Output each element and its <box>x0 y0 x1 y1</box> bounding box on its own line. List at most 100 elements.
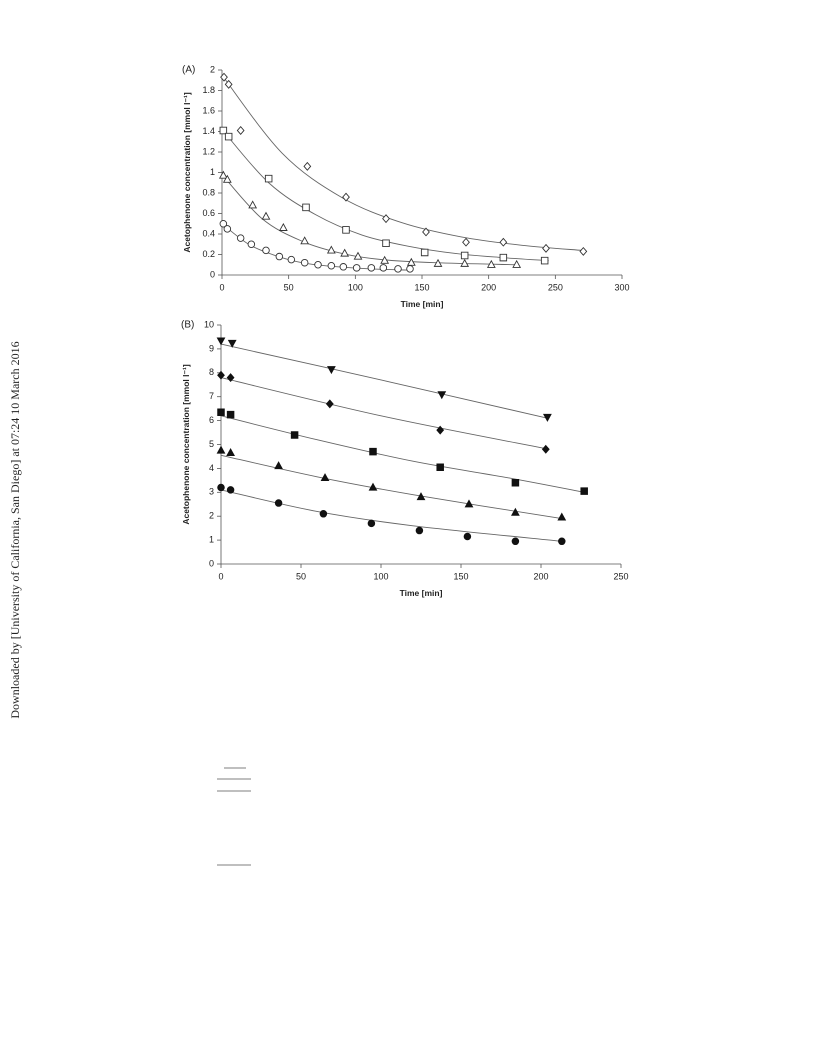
marker-triangle-up <box>406 257 416 266</box>
x-tick-label: 250 <box>548 282 563 292</box>
marker-triangle-up <box>353 251 363 260</box>
marker-triangle-up <box>557 512 567 521</box>
marker-circle <box>275 252 284 261</box>
marker-triangle-up <box>368 482 378 491</box>
fit-curve <box>220 343 548 419</box>
y-tick-label: 0.4 <box>202 228 215 238</box>
x-tick-label: 100 <box>373 571 388 581</box>
marker-circle <box>463 532 472 541</box>
download-watermark: Downloaded by [University of California,… <box>8 341 22 718</box>
marker-circle <box>226 486 235 494</box>
y-tick-label: 4 <box>209 463 214 473</box>
marker-circle <box>367 519 376 528</box>
marker-diamond <box>226 373 235 383</box>
marker-triangle-up <box>460 258 470 267</box>
y-tick-label: 1.8 <box>202 85 215 95</box>
marker-triangle-up <box>226 447 235 456</box>
marker-triangle-down <box>327 366 336 375</box>
y-tick-label: 0 <box>209 558 214 568</box>
marker-diamond <box>462 237 470 247</box>
marker-square <box>302 203 310 212</box>
fit-curve <box>220 489 562 542</box>
marker-circle <box>274 499 283 507</box>
marker-triangle-up <box>320 473 330 482</box>
marker-triangle-down <box>543 413 552 422</box>
marker-triangle-down <box>216 337 226 346</box>
x-tick-label: 150 <box>414 282 429 292</box>
marker-diamond <box>236 125 245 135</box>
marker-circle <box>394 265 402 273</box>
x-axis-label: Time [min] <box>401 299 444 309</box>
marker-circle <box>300 258 309 267</box>
marker-diamond <box>542 243 550 253</box>
marker-diamond <box>499 237 508 247</box>
y-tick-label: 7 <box>209 391 214 401</box>
marker-triangle-up <box>248 200 258 209</box>
marker-square <box>342 226 350 234</box>
marker-square <box>540 256 549 265</box>
marker-triangle-up <box>433 258 443 267</box>
marker-triangle-up <box>278 222 288 231</box>
marker-circle <box>236 234 245 242</box>
marker-circle <box>314 261 322 269</box>
marker-circle <box>558 537 566 546</box>
marker-square <box>290 431 299 439</box>
marker-diamond <box>382 214 390 224</box>
marker-square <box>580 487 588 495</box>
marker-circle <box>223 225 232 233</box>
marker-triangle-up <box>416 492 426 501</box>
y-tick-label: 1.6 <box>202 105 215 115</box>
marker-circle <box>415 526 424 535</box>
marker-circle <box>511 537 520 546</box>
x-tick-label: 50 <box>284 282 294 292</box>
marker-circle <box>287 255 296 264</box>
marker-circle <box>339 263 348 271</box>
marker-diamond <box>217 370 225 380</box>
marker-diamond <box>436 425 445 435</box>
x-tick-label: 0 <box>218 571 223 581</box>
marker-circle <box>379 264 388 272</box>
marker-square <box>219 126 228 135</box>
fit-curve <box>220 454 562 520</box>
x-axis-label: Time [min] <box>400 588 443 598</box>
y-tick-label: 3 <box>209 487 214 497</box>
marker-triangle-up <box>274 461 283 470</box>
y-tick-label: 6 <box>209 415 214 425</box>
marker-square <box>224 132 233 141</box>
marker-circle <box>262 246 270 255</box>
marker-diamond <box>220 72 228 82</box>
marker-triangle-up <box>512 259 522 268</box>
x-tick-label: 150 <box>453 571 468 581</box>
y-tick-label: 0 <box>210 269 215 279</box>
x-tick-label: 250 <box>613 571 628 581</box>
marker-square <box>511 478 520 487</box>
y-tick-label: 1.2 <box>202 146 215 156</box>
marker-triangle-up <box>464 499 474 508</box>
y-tick-label: 2 <box>210 64 215 74</box>
y-tick-label: 9 <box>209 343 214 353</box>
x-tick-label: 100 <box>348 282 363 292</box>
marker-diamond <box>342 192 350 202</box>
marker-square <box>436 463 444 471</box>
y-tick-label: 5 <box>209 439 214 449</box>
marker-square <box>460 251 469 260</box>
marker-circle <box>217 483 225 492</box>
marker-triangle-up <box>380 255 390 264</box>
marker-circle <box>219 219 228 228</box>
marker-triangle-up <box>300 236 310 245</box>
y-tick-label: 0.2 <box>202 249 215 259</box>
y-axis-label: Acetophenone concentration [mmol l⁻¹] <box>181 364 191 524</box>
marker-square <box>264 174 273 183</box>
marker-triangle-up <box>216 445 226 454</box>
marker-square <box>382 239 390 247</box>
marker-diamond <box>325 399 334 409</box>
y-tick-label: 0.6 <box>202 208 215 218</box>
marker-triangle-up <box>261 211 271 220</box>
y-tick-label: 1.4 <box>202 126 215 136</box>
x-tick-label: 200 <box>481 282 496 292</box>
y-tick-label: 0.8 <box>202 187 215 197</box>
x-tick-label: 200 <box>533 571 548 581</box>
marker-diamond <box>422 227 430 237</box>
panel-label: (A) <box>182 65 195 76</box>
